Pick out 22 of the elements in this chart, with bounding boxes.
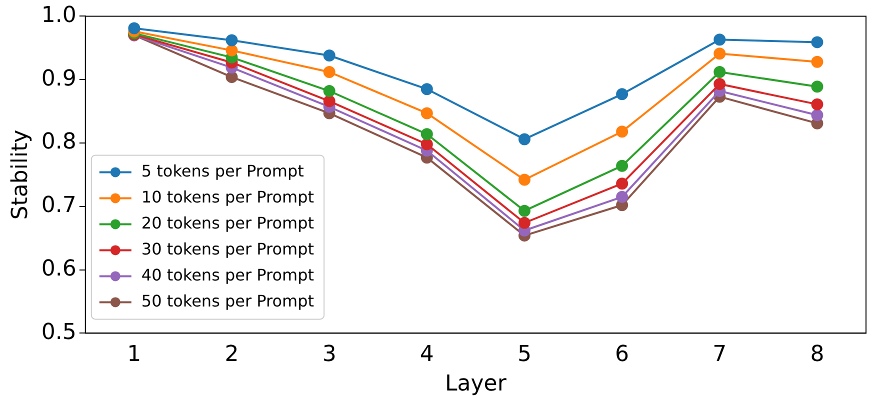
y-tick-label: 0.7 [41,193,76,218]
x-tick-label: 5 [517,342,532,368]
x-axis-title: Layer [445,372,508,397]
legend-label: 10 tokens per Prompt [141,187,314,206]
x-tick-label: 7 [712,342,727,368]
x-tick-label: 6 [615,342,630,368]
legend-label: 50 tokens per Prompt [141,291,314,310]
y-tick-label: 0.6 [41,256,76,282]
legend-label: 30 tokens per Prompt [141,239,314,258]
y-tick-label: 0.9 [41,66,76,92]
x-tick-label: 4 [420,342,434,368]
x-tick-label: 3 [322,342,336,368]
x-tick-label: 1 [127,342,142,368]
y-tick-label: 0.5 [41,320,76,345]
y-axis-title: Stability [8,130,33,220]
legend-label: 20 tokens per Prompt [141,213,314,232]
legend-label: 5 tokens per Prompt [141,161,304,180]
legend-label: 40 tokens per Prompt [141,265,314,284]
x-tick-label: 8 [810,342,824,368]
x-tick-label: 2 [224,342,239,368]
y-tick-label: 1.0 [41,2,76,28]
y-tick-label: 0.8 [41,130,76,155]
